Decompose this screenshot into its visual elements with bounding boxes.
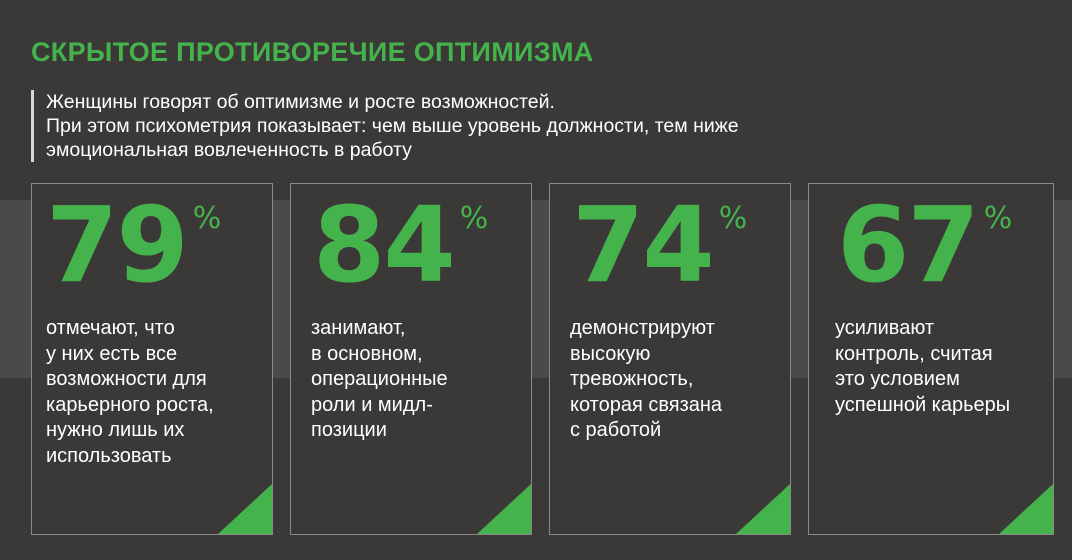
description-line: с работой: [570, 419, 662, 441]
description-line: успешной карьеры: [835, 393, 1011, 416]
percent-sign: %: [983, 201, 1013, 236]
stat-card-2: 84% занимают, в основном, операционные р…: [290, 183, 532, 535]
page-title: СКРЫТОЕ ПРОТИВОРЕЧИЕ ОПТИМИЗМА: [31, 37, 594, 67]
description-line: высокую: [570, 342, 651, 365]
description-line: в основном,: [311, 342, 423, 365]
description-line: контроль, считая: [835, 342, 993, 365]
corner-triangle-icon: [218, 484, 272, 534]
subtitle-block: Женщины говорят об оптимизме и росте воз…: [31, 90, 946, 162]
description-line: нужно лишь их: [46, 419, 185, 441]
description-line: тревожность,: [570, 368, 694, 390]
subtitle-line: Женщины говорят об оптимизме и росте воз…: [46, 91, 555, 113]
description-line: роли и мидл-: [311, 393, 433, 416]
stat-figure: 74%: [572, 190, 747, 300]
stat-value: 79: [46, 184, 189, 306]
stat-card-4: 67% усиливают контроль, считая это услов…: [808, 183, 1054, 535]
subtitle-line: При этом психометрия показывает: чем выш…: [46, 115, 739, 137]
percent-sign: %: [192, 201, 222, 236]
stat-description: отмечают, что у них есть все возможности…: [46, 316, 270, 469]
stat-figure: 79%: [46, 190, 221, 300]
description-line: занимают,: [311, 317, 406, 339]
stat-figure: 84%: [313, 190, 488, 300]
description-line: демонстрируют: [570, 317, 715, 339]
stat-value: 84: [313, 184, 456, 306]
description-line: это условием: [835, 368, 960, 390]
description-line: у них есть все: [46, 342, 178, 365]
description-line: которая связана: [570, 393, 723, 416]
stat-value: 67: [837, 184, 980, 306]
percent-sign: %: [718, 201, 748, 236]
subtitle-line: эмоциональная вовлеченность в работу: [46, 139, 412, 161]
corner-triangle-icon: [999, 484, 1053, 534]
stat-value: 74: [572, 184, 715, 306]
stat-figure: 67%: [837, 190, 1012, 300]
description-line: карьерного роста,: [46, 393, 214, 416]
description-line: усиливают: [835, 317, 935, 339]
description-line: позиции: [311, 419, 387, 441]
description-line: отмечают, что: [46, 317, 175, 339]
description-line: использовать: [46, 444, 172, 467]
corner-triangle-icon: [477, 484, 531, 534]
percent-sign: %: [459, 201, 489, 236]
stat-description: усиливают контроль, считая это условием …: [835, 316, 1053, 418]
stat-description: демонстрируют высокую тревожность, котор…: [570, 316, 790, 444]
stat-description: занимают, в основном, операционные роли …: [311, 316, 531, 444]
corner-triangle-icon: [736, 484, 790, 534]
description-line: операционные: [311, 368, 448, 390]
stat-card-3: 74% демонстрируют высокую тревожность, к…: [549, 183, 791, 535]
stat-card-1: 79% отмечают, что у них есть все возможн…: [31, 183, 273, 535]
description-line: возможности для: [46, 368, 207, 390]
